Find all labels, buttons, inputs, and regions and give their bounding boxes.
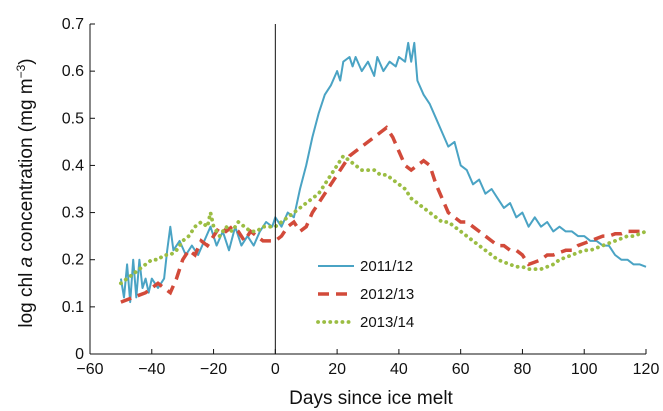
y-axis-title-sup: −3 <box>14 64 28 78</box>
y-axis-title-suffix: ) <box>16 58 37 64</box>
legend-label-2: 2012/13 <box>360 286 414 303</box>
x-tick-label: 40 <box>390 361 408 378</box>
ticks-layer: −60 −40 −20 0 20 40 60 80 100 120 0 0.1 0.2 0.3 0.4 0.5… <box>62 16 660 378</box>
x-tick-label: −60 <box>76 361 103 378</box>
y-axis-title-prefix: log chl <box>16 267 37 327</box>
x-tick-label: 20 <box>328 361 346 378</box>
legend-label-3: 2013/14 <box>360 314 414 331</box>
y-axis-title-middle: concentration (mg m <box>16 78 37 256</box>
x-tick-label: −20 <box>200 361 227 378</box>
x-tick-label: 60 <box>452 361 470 378</box>
x-tick-label: 80 <box>514 361 532 378</box>
x-tick-label: 0 <box>271 361 280 378</box>
y-axis-title-italic: a <box>16 257 37 268</box>
y-tick-label: 0.7 <box>62 16 84 33</box>
legend-label-1: 2011/12 <box>360 258 413 275</box>
y-tick-label: 0.1 <box>62 299 84 316</box>
y-tick-label: 0 <box>75 346 84 363</box>
y-tick-label: 0.2 <box>62 252 84 269</box>
series-line-2 <box>120 125 647 304</box>
legend: 2011/12 2012/13 2013/14 <box>316 258 414 331</box>
series-line-3 <box>119 153 648 286</box>
y-tick-label: 0.5 <box>62 110 84 127</box>
axes-layer <box>89 24 646 355</box>
y-axis-title: log chl a concentration (mg m−3) <box>14 58 37 327</box>
y-tick-label: 0.3 <box>62 205 84 222</box>
x-tick-label: 100 <box>571 361 598 378</box>
x-tick-label: −40 <box>138 361 165 378</box>
x-tick-label: 120 <box>633 361 660 378</box>
y-tick-label: 0.6 <box>62 63 84 80</box>
x-axis-title: Days since ice melt <box>289 388 453 409</box>
series-layer <box>119 41 648 304</box>
y-tick-label: 0.4 <box>62 157 84 174</box>
